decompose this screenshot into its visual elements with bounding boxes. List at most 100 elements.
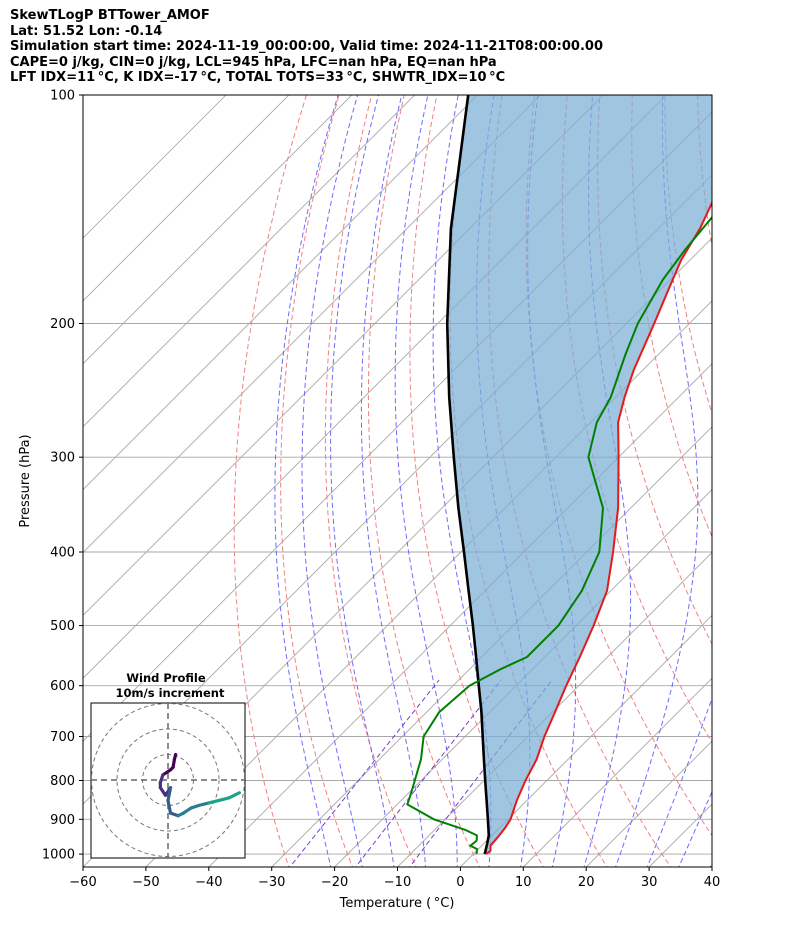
y-tick-label: 400 [50,546,75,561]
isotherm [83,95,353,365]
cin-area [447,95,712,855]
x-axis-label: Temperature ( °C) [339,896,455,911]
x-tick-label: −20 [321,875,348,890]
y-tick-label: 1000 [42,848,75,863]
moist-adiabat [301,95,363,867]
simulation-times: Simulation start time: 2024-11-19_00:00:… [10,39,603,54]
x-tick-label: −30 [258,875,285,890]
wind-barb [711,840,712,841]
hodograph-title: Wind Profile [126,671,206,685]
hodograph-inset: Wind Profile 10m/s increment [90,671,246,859]
y-tick-label: 100 [50,89,75,104]
y-tick-label: 300 [50,451,75,466]
moist-adiabat [615,95,699,867]
isotherm [522,677,712,867]
dry-adiabat [324,95,417,867]
wind-barb [711,780,712,782]
x-tick-label: 0 [456,875,464,890]
isotherm [333,488,712,867]
wind-barb [712,237,744,250]
y-tick-label: 700 [50,730,75,745]
moist-adiabat [678,790,712,867]
dry-adiabat [233,95,307,867]
wind-barb [711,859,712,861]
hodograph-trace [166,798,173,815]
isotherm [83,95,416,428]
isotherm [83,95,479,491]
wind-barb [711,726,712,729]
hodograph-subtitle: 10m/s increment [116,686,225,700]
mixing-ratio-line [289,679,440,867]
chart-header: SkewTLogP BTTower_AMOF Lat: 51.52 Lon: -… [10,8,603,86]
y-tick-label: 800 [50,774,75,789]
x-tick-label: −10 [384,875,411,890]
y-axis-label: Pressure (hPa) [18,434,33,527]
convective-parameters: CAPE=0 j/kg, CIN=0 j/kg, LCL=945 hPa, LF… [10,54,497,70]
moist-adiabat [583,95,632,867]
station-coordinates: Lat: 51.52 Lon: -0.14 [10,23,163,39]
wind-barb [711,811,712,813]
x-tick-label: −40 [195,875,222,890]
isotherm [83,95,227,239]
moist-adiabat [709,862,712,867]
wind-barb [711,314,712,316]
y-tick-label: 500 [50,619,75,634]
x-tick-label: 10 [515,875,532,890]
wind-barb [711,656,712,658]
hodograph-trace [227,791,241,800]
moist-adiabat [646,696,712,867]
wind-barb [712,181,744,194]
wind-barb [711,763,712,765]
dry-adiabat [763,95,794,870]
parcel-profile-line [445,95,491,855]
x-tick-label: 30 [641,875,658,890]
dry-adiabat [367,95,481,867]
wind-barbs-layer [711,113,744,861]
temperature-line [485,200,712,855]
y-tick-label: 200 [50,317,75,332]
y-tick-label: 600 [50,679,75,694]
x-tick-label: 40 [704,875,721,890]
axis-ticks-layer: −60 −50 −40 −30 −20 −10 0 10 20 30 40 100 200 300 400 5… [42,89,720,891]
x-tick-label: 20 [578,875,595,890]
mixing-ratio-line [354,679,502,867]
stability-indices: LFT IDX=11 °C, K IDX=-17 °C, TOTAL TOTS=… [10,70,506,85]
wind-barb [711,368,712,370]
wind-barb [712,113,744,126]
isotherm [83,95,290,302]
hodograph-plot [91,703,245,858]
wind-barb [712,444,744,457]
hodograph-trace [197,801,211,808]
hodograph-trace [166,786,173,803]
isotherm [271,426,712,867]
wind-barb [711,685,712,687]
dewpoint-line [406,215,712,855]
dry-adiabat [730,95,794,870]
hodograph-trace [207,798,221,805]
y-tick-label: 900 [50,813,75,828]
isotherm [83,95,542,554]
moist-adiabat [330,95,395,867]
chart-title: SkewTLogP BTTower_AMOF [10,8,210,23]
hodograph-trace [217,796,231,803]
moist-adiabat [432,95,492,867]
wind-barb [711,796,712,798]
dry-adiabat [409,95,544,867]
isotherm [711,866,712,867]
isotherm [459,614,712,867]
wind-barb [711,830,712,831]
x-tick-label: −50 [132,875,159,890]
profile-lines-layer [406,95,712,855]
moist-adiabat [274,95,339,867]
cape-cin-fill-layer [447,95,712,855]
moist-adiabat [394,95,458,867]
wind-barb [712,539,744,552]
wind-barb [711,409,712,410]
wind-barb [711,625,712,627]
x-tick-label: −60 [69,875,96,890]
dry-adiabat [664,95,712,415]
dry-adiabat [280,95,354,867]
wind-barb [712,276,744,289]
wind-barb [712,485,744,498]
